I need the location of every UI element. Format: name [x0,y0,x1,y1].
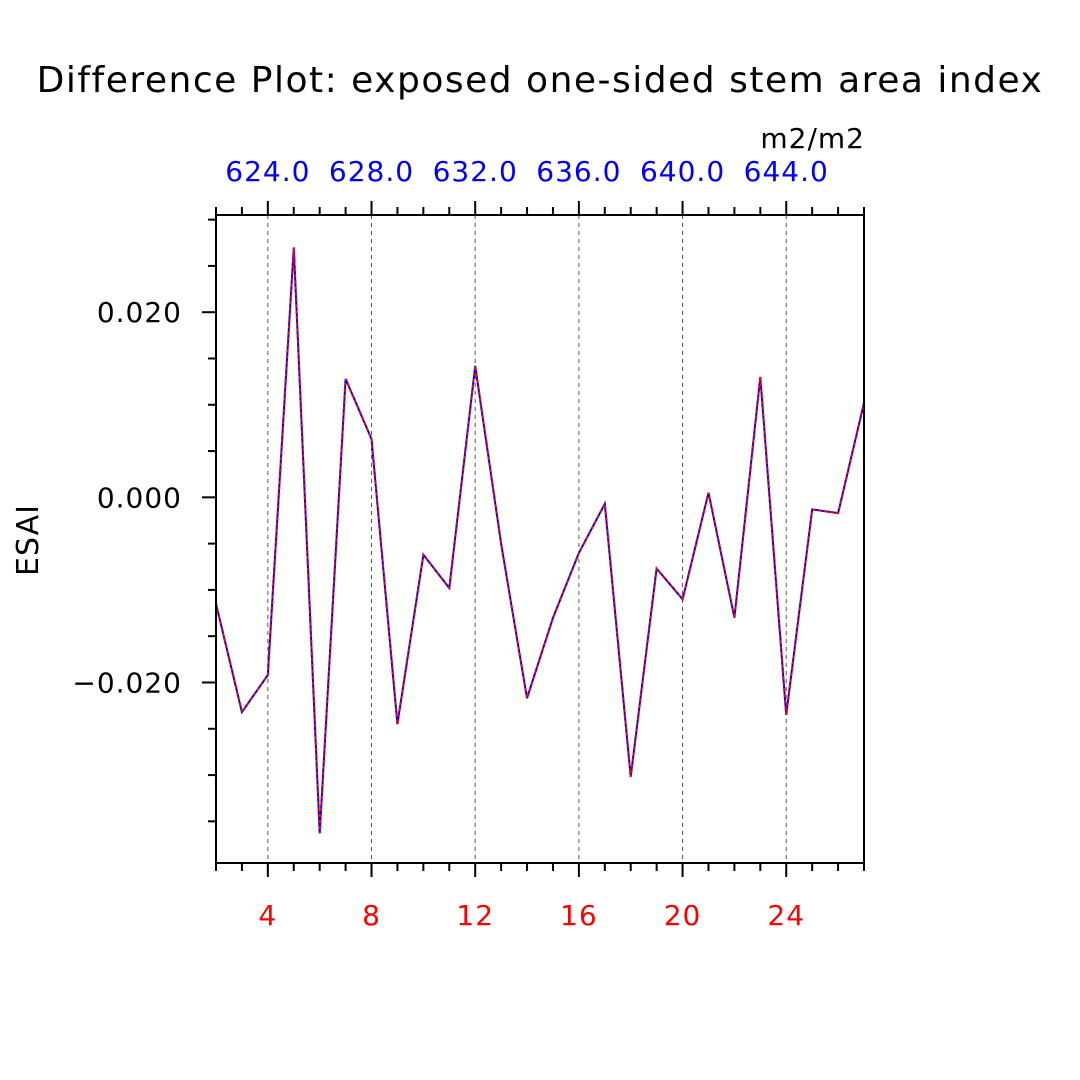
x-tick-label-top: 640.0 [640,155,725,188]
x-tick-label-top: 628.0 [329,155,414,188]
plot-frame [215,214,865,864]
x-tick-label-bottom: 16 [560,899,598,932]
series-line-2 [215,247,865,834]
chart-title: Difference Plot: exposed one-sided stem … [37,60,1044,101]
units-label: m2/m2 [760,122,865,155]
x-tick-label-top: 636.0 [536,155,621,188]
x-tick-label-bottom: 20 [664,899,702,932]
x-tick-label-top: 644.0 [744,155,829,188]
x-tick-label-bottom: 4 [258,899,277,932]
x-tick-label-bottom: 24 [767,899,805,932]
y-axis-label: ESAI [11,504,46,576]
y-tick-label: 0.020 [97,296,182,329]
x-tick-label-bottom: 8 [362,899,381,932]
y-tick-label: −0.020 [72,666,182,699]
grid-lines [267,215,787,863]
axes: 4 8 12 16 20 24 624.0 628.0 632.0 636.0 640.0 644.0… [72,155,865,932]
x-tick-label-top: 632.0 [433,155,518,188]
x-tick-label-bottom: 12 [456,899,494,932]
series-layer [215,247,865,834]
y-tick-label: 0.000 [97,481,182,514]
x-tick-label-top: 624.0 [225,155,310,188]
